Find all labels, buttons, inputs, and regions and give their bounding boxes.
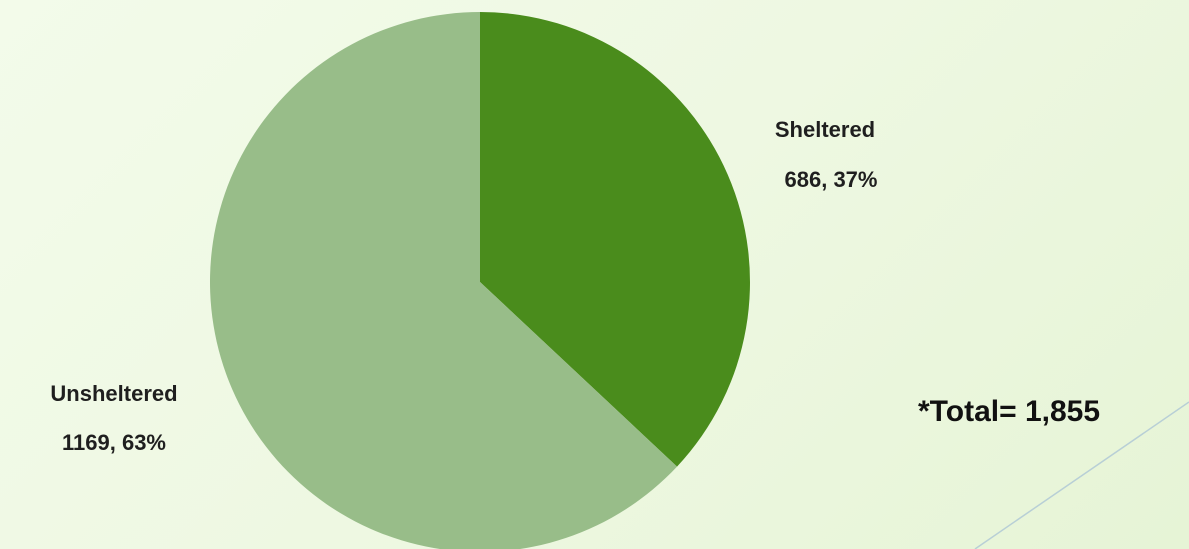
pie-slices bbox=[210, 12, 750, 549]
total-annotation: *Total= 1,855 bbox=[918, 395, 1100, 428]
slice-label-unsheltered-value: 1169, 63% bbox=[62, 430, 166, 455]
slice-label-sheltered-value: 686, 37% bbox=[785, 167, 878, 192]
slice-label-unsheltered-name: Unsheltered bbox=[50, 381, 177, 406]
pie-slice-sheltered bbox=[480, 12, 750, 467]
decorative-line bbox=[974, 401, 1189, 549]
pie-slice-unsheltered bbox=[210, 12, 678, 549]
slice-label-sheltered-name: Sheltered bbox=[775, 117, 875, 142]
